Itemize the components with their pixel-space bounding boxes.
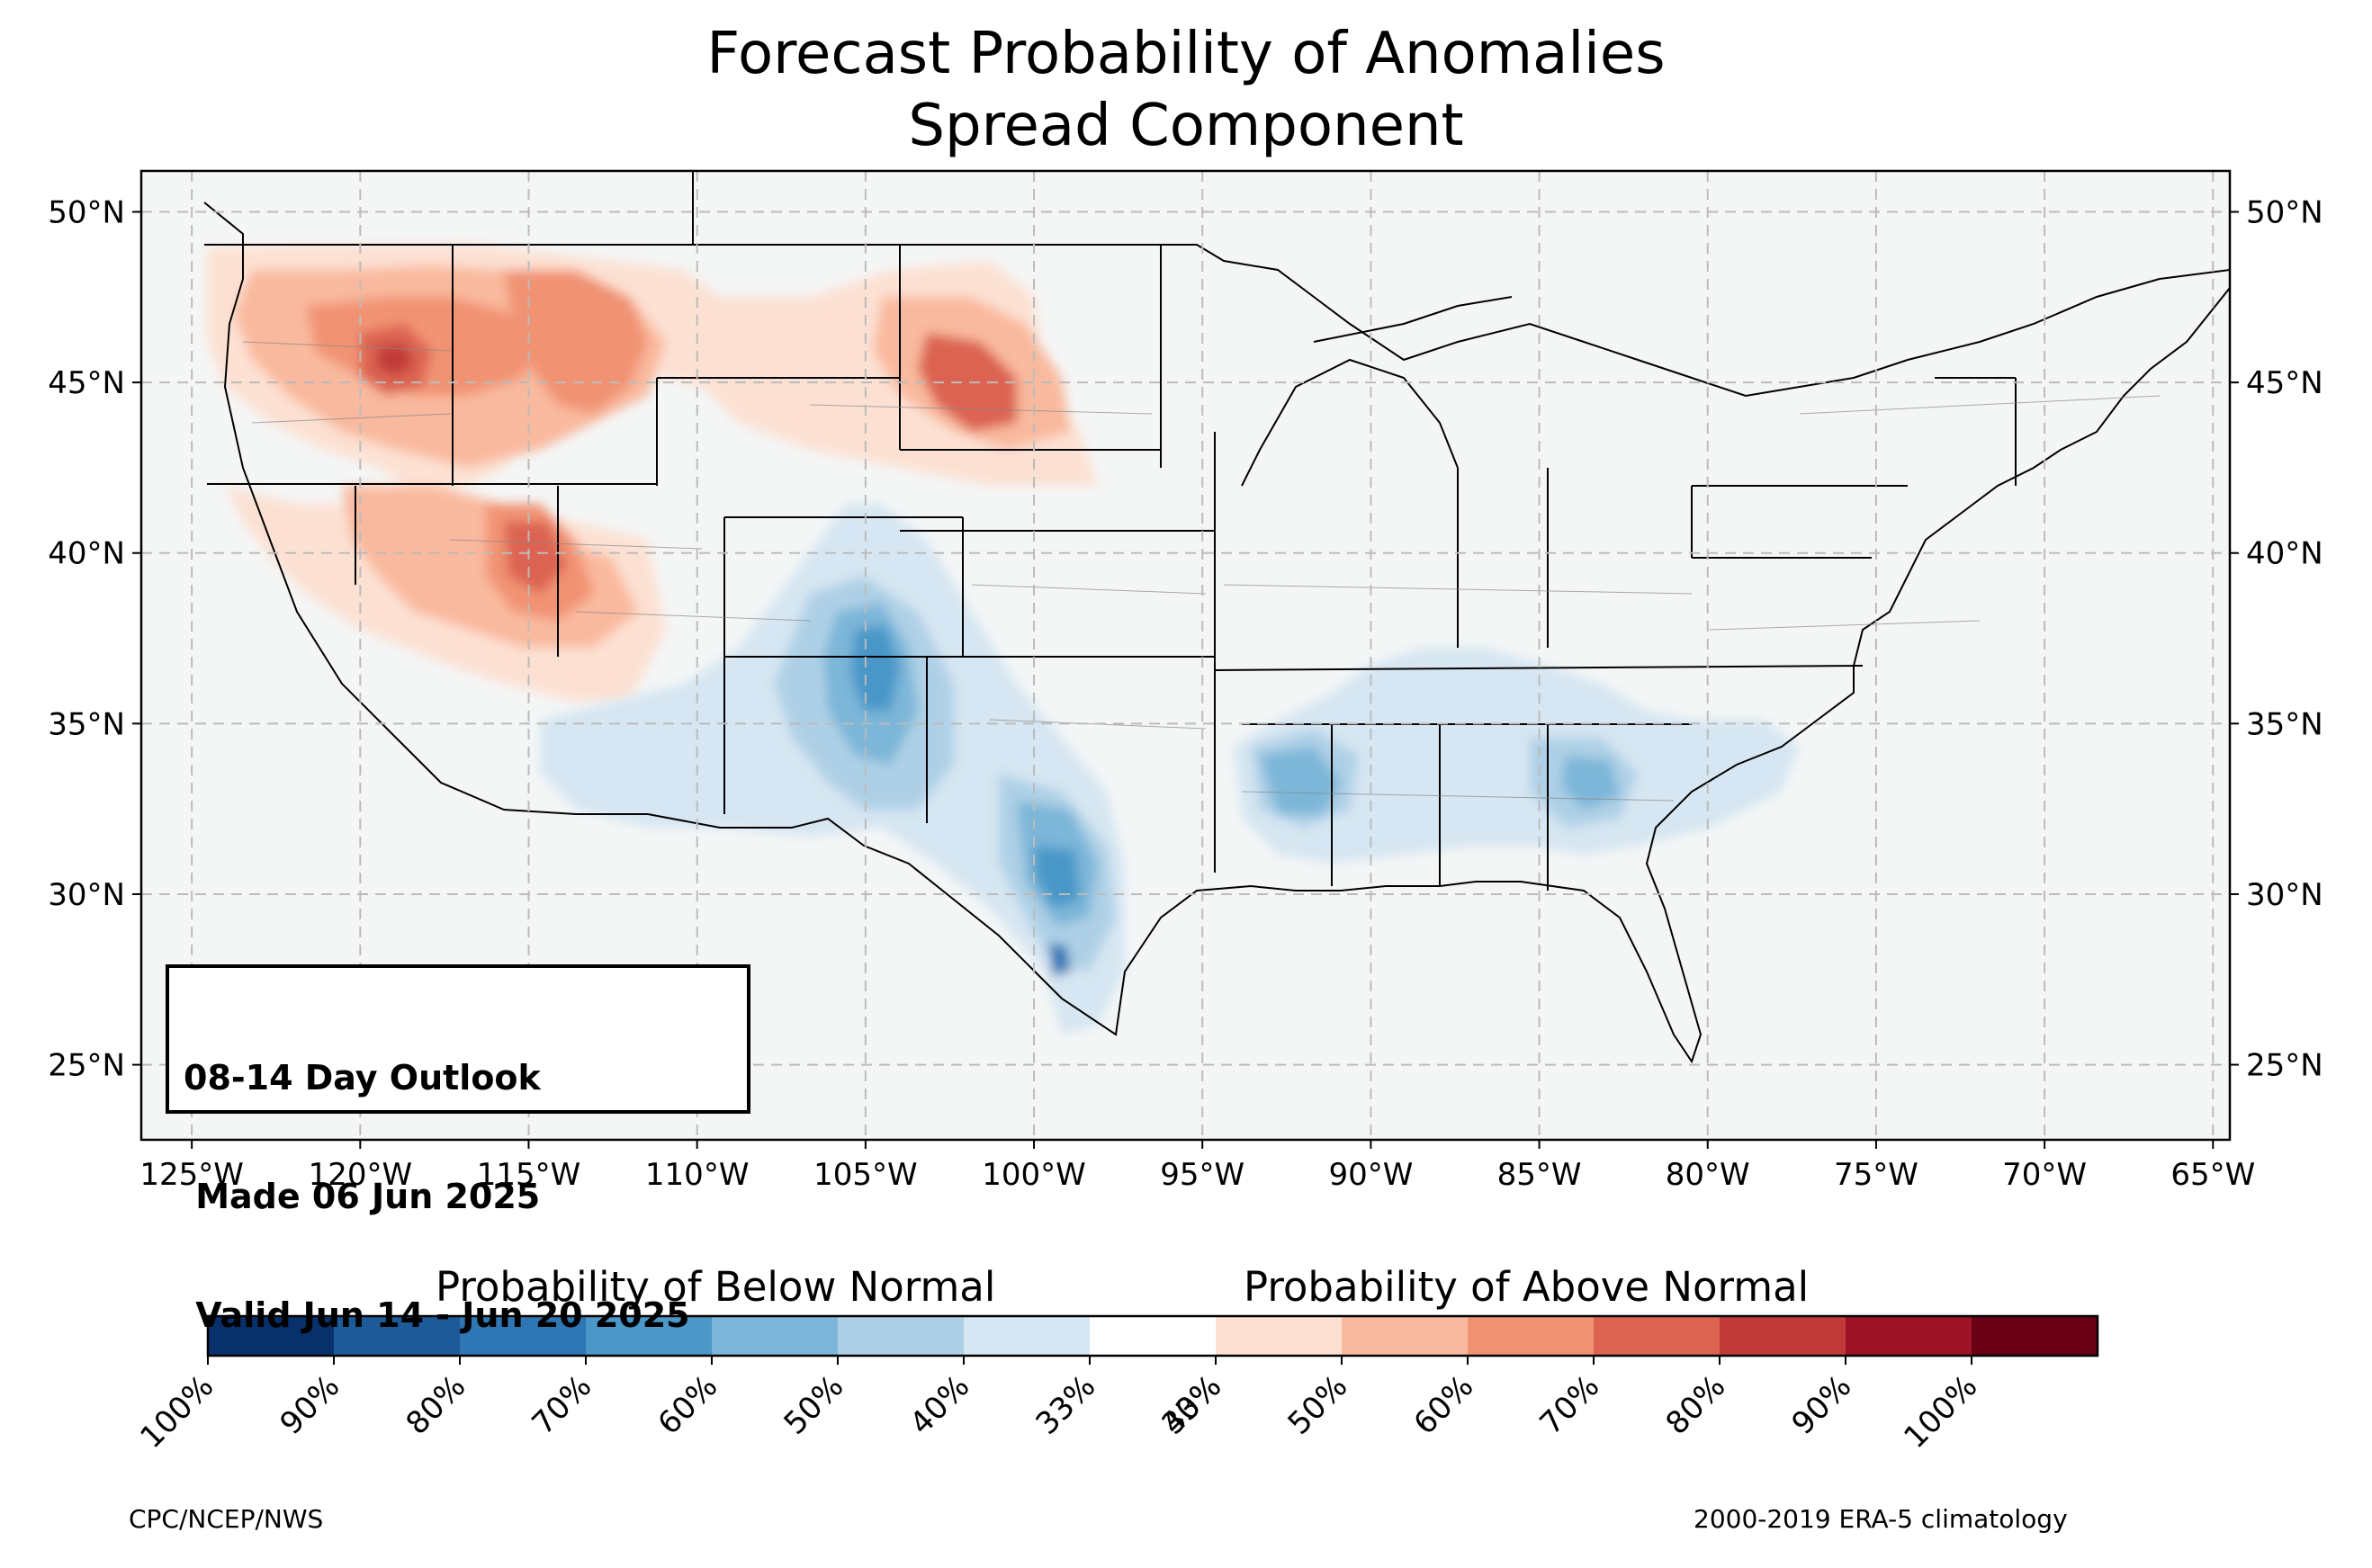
below-normal-label: Probability of Below Normal [436,1263,996,1311]
colorbar-segment [208,1316,335,1356]
colorbar-tick-label: 50% [1281,1368,1355,1442]
outlook-info-box: 08-14 Day Outlook Made 06 Jun 2025 Valid… [166,964,750,1335]
colorbar-tick-label: 80% [1659,1368,1733,1442]
colorbar-segment [1090,1316,1217,1356]
colorbar-tick-label: 33% [1029,1368,1103,1442]
below-normal-shading [540,504,1800,1035]
colorbar-tick-label: 50% [777,1368,851,1442]
lat-tick-label: 40°N [48,536,125,572]
footer-source: CPC/NCEP/NWS [129,1504,324,1534]
lat-tick-label: 30°N [2246,877,2323,913]
colorbar-segment [1594,1316,1721,1356]
lon-tick-label: 95°W [1160,1157,1244,1193]
colorbar-segment [460,1316,587,1356]
lat-tick-label: 45°N [2246,365,2323,401]
graticule [141,171,2230,1140]
lon-tick-label: 125°W [139,1157,244,1193]
colorbar-tick-label: 100% [133,1368,220,1456]
lat-tick-label: 45°N [48,365,125,401]
title-line-1: Forecast Probability of Anomalies [706,21,1666,87]
colorbar-tick-label: 80% [400,1368,473,1442]
lon-tick-label: 65°W [2170,1157,2255,1193]
lon-tick-label: 100°W [982,1157,1086,1193]
colorbar-segment [1720,1316,1846,1356]
colorbar-tick-label: 60% [1407,1368,1481,1442]
colorbar-segment [838,1316,965,1356]
colorbar-tick-label: 100% [1897,1368,1984,1456]
title-line-2: Spread Component [908,93,1464,159]
longitude-axis: 125°W 120°W 115°W 110°W 105°W 100°W 95°W 90°W 85… [139,1140,2255,1193]
outlook-valid-range: Valid Jun 14 - Jun 20 2025 [184,1295,690,1335]
colorbar-segment [1846,1316,1972,1356]
outlook-period: 08-14 Day Outlook [184,1058,541,1098]
colorbar-segment [964,1316,1091,1356]
latitude-axis-left: 50°N 45°N 40°N 35°N 30°N 25°N [48,195,141,1084]
lat-tick-label: 50°N [2246,195,2323,231]
lon-tick-label: 90°W [1328,1157,1413,1193]
lat-tick-label: 35°N [2246,706,2323,742]
colorbar-segment [1468,1316,1595,1356]
colorbar-frame [206,1314,2099,1357]
colorbar-segment [586,1316,713,1356]
latitude-axis-right: 50°N 45°N 40°N 35°N 30°N 25°N [2230,195,2323,1084]
lat-tick-label: 50°N [48,195,125,231]
colorbar [206,1314,2099,1357]
colorbar-tick-label: 70% [526,1368,599,1442]
lat-tick-label: 25°N [48,1048,125,1084]
colorbar-segment [1342,1316,1469,1356]
lat-tick-label: 40°N [2246,536,2323,572]
colorbar-segment [712,1316,839,1356]
lat-tick-label: 30°N [48,877,125,913]
boundaries [203,171,2230,1064]
above-normal-label: Probability of Above Normal [1244,1263,1810,1311]
outlook-made-date: Made 06 Jun 2025 [184,1177,541,1216]
colorbar-segment [1972,1316,2098,1356]
colorbar-segment [334,1316,461,1356]
map-frame [139,169,2232,1142]
above-normal-shading [207,243,1098,702]
colorbar-segment [1216,1316,1343,1356]
colorbar-tick-label: 90% [274,1368,347,1442]
lon-tick-label: 105°W [813,1157,918,1193]
lon-tick-label: 70°W [2002,1157,2087,1193]
lon-tick-label: 110°W [645,1157,750,1193]
colorbar-tick-label: 40% [1155,1368,1229,1442]
colorbar-tick-label: 40% [903,1368,977,1442]
lon-tick-label: 120°W [309,1157,413,1193]
lat-tick-label: 25°N [2246,1048,2323,1084]
lon-tick-label: 80°W [1666,1157,1750,1193]
colorbar-tick-label: 70% [1533,1368,1607,1442]
colorbar-tick-label: 60% [651,1368,725,1442]
footer-climatology: 2000-2019 ERA-5 climatology [1694,1504,2068,1534]
lon-tick-label: 85°W [1497,1157,1582,1193]
lon-tick-label: 75°W [1834,1157,1918,1193]
map-layer [141,171,2230,1140]
lon-tick-label: 115°W [477,1157,581,1193]
lat-tick-label: 35°N [48,706,125,742]
colorbar-tick-label: 90% [1785,1368,1859,1442]
